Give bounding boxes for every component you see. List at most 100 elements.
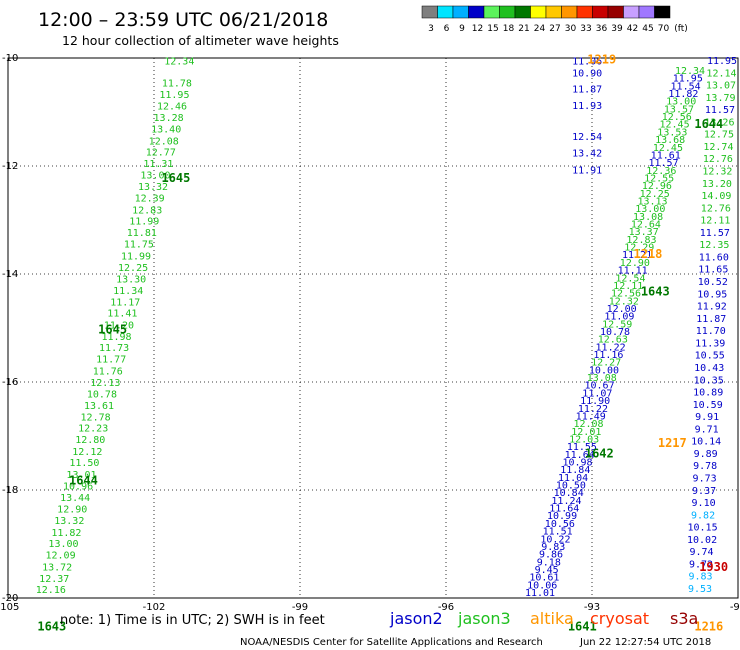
wave-height-value: 11.22 xyxy=(596,342,626,353)
pass-time-label: 1643 xyxy=(641,285,670,299)
color-swatch xyxy=(483,5,500,19)
wave-height-value: 13.08 xyxy=(587,373,617,384)
wave-height-value: 12.54 xyxy=(615,273,645,284)
x-tick-label: -99 xyxy=(292,602,308,613)
pass-time-label: 1219 xyxy=(587,52,616,66)
color-scale-label: 39 xyxy=(611,24,623,34)
wave-height-value: 11.73 xyxy=(99,343,129,354)
wave-height-value: 13.20 xyxy=(702,179,732,190)
wave-height-value: 10.35 xyxy=(694,375,724,386)
wave-height-value: 12.77 xyxy=(146,148,176,159)
wave-height-value: 9.82 xyxy=(691,510,715,521)
wave-height-value: 12.08 xyxy=(149,136,179,147)
wave-height-value: 13.57 xyxy=(664,104,694,115)
wave-height-value: 11.57 xyxy=(705,105,735,116)
wave-height-value: 12.12 xyxy=(72,447,102,458)
wave-height-value: 10.59 xyxy=(693,400,723,411)
wave-height-value: 11.22 xyxy=(578,404,608,415)
wave-height-value: 10.55 xyxy=(695,351,725,362)
color-scale-legend: 3 6 9 12 15 18 21 24 27 30 33 36 39 42 45 70 (ft) xyxy=(421,5,688,34)
wave-height-value: 12.75 xyxy=(704,130,734,141)
color-swatch xyxy=(468,5,485,19)
wave-height-value: 11.78 xyxy=(162,79,192,90)
color-swatch xyxy=(437,5,454,19)
wave-height-value: 12.14 xyxy=(706,68,736,79)
wave-height-value: 11.95 xyxy=(673,74,703,85)
wave-height-value: 11.16 xyxy=(593,350,623,361)
wave-height-value: 10.98 xyxy=(562,458,592,469)
wave-height-value: 11.24 xyxy=(551,496,581,507)
color-scale-label: 33 xyxy=(580,24,591,34)
wave-height-value: 11.57 xyxy=(648,158,678,169)
color-scale-label: 36 xyxy=(596,24,608,34)
chart-subtitle: 12 hour collection of altimeter wave hei… xyxy=(62,33,339,48)
wave-height-value: 12.23 xyxy=(78,424,108,435)
wave-height-value: 13.72 xyxy=(42,562,72,573)
wave-height-value: 12.56 xyxy=(662,112,692,123)
x-tick-label: -105 xyxy=(0,602,19,613)
wave-height-value: 12.64 xyxy=(631,220,661,231)
wave-height-value: 12.76 xyxy=(701,203,731,214)
wave-height-value: 10.99 xyxy=(547,511,577,522)
wave-height-value: 9.78 xyxy=(693,461,717,472)
wave-height-value: 11.21 xyxy=(622,250,652,261)
wave-height-value: 12.16 xyxy=(36,585,66,596)
wave-height-value: 9.89 xyxy=(694,449,718,460)
wave-height-value: 12.96 xyxy=(642,181,672,192)
wave-height-value: 9.71 xyxy=(695,424,719,435)
pass-time-label: 1644 xyxy=(694,117,723,131)
wave-height-value: 12.11 xyxy=(700,216,730,227)
wave-height-value: 12.54 xyxy=(572,132,602,143)
grid-lines xyxy=(8,58,738,598)
wave-height-value: 11.60 xyxy=(699,252,729,263)
wave-height-value: 13.32 xyxy=(54,516,84,527)
y-tick-label: -16 xyxy=(2,377,18,388)
wave-height-value: 11.55 xyxy=(567,442,597,453)
wave-height-value: 11.81 xyxy=(127,228,157,239)
wave-height-value: 11.09 xyxy=(604,312,634,323)
wave-height-value: 11.87 xyxy=(572,85,602,96)
x-tick-label: -90 xyxy=(730,602,740,613)
wave-height-value: 11.92 xyxy=(697,302,727,313)
color-scale-label: (ft) xyxy=(674,24,688,34)
wave-height-value: 12.27 xyxy=(591,358,621,369)
color-swatch xyxy=(638,5,655,19)
wave-height-value: 11.54 xyxy=(671,81,701,92)
satellite-legend-jason3: jason3 xyxy=(457,609,511,628)
wave-height-value: 11.82 xyxy=(51,528,81,539)
color-swatch xyxy=(607,5,624,19)
wave-height-value: 10.67 xyxy=(585,381,615,392)
wave-height-value: 13.07 xyxy=(706,81,736,92)
wave-height-value: 14.09 xyxy=(701,191,731,202)
wave-height-value: 11.70 xyxy=(696,326,726,337)
wave-height-value: 13.61 xyxy=(84,401,114,412)
wave-height-value: 12.63 xyxy=(598,335,628,346)
wave-height-value: 11.01 xyxy=(525,588,555,599)
wave-height-value: 9.83 xyxy=(541,542,565,553)
wave-height-value: 11.90 xyxy=(580,396,610,407)
wave-height-value: 13.40 xyxy=(151,125,181,136)
x-tick-label: -93 xyxy=(584,602,600,613)
wave-height-value: 11.95 xyxy=(159,90,189,101)
color-swatch xyxy=(530,5,547,19)
color-swatch xyxy=(592,5,609,19)
wave-height-value: 12.45 xyxy=(660,120,690,131)
wave-height-value: 11.64 xyxy=(549,504,579,515)
color-swatch xyxy=(654,5,671,19)
wave-height-value: 12.55 xyxy=(644,173,674,184)
wave-height-value: 13.08 xyxy=(633,212,663,223)
wave-height-value: 11.64 xyxy=(565,450,595,461)
footer-note: note: 1) Time is in UTC; 2) SWH is in fe… xyxy=(60,613,325,628)
wave-height-value: 13.00 xyxy=(635,204,665,215)
satellite-legend-cryosat: cryosat xyxy=(590,609,649,628)
wave-height-value: 12.11 xyxy=(613,281,643,292)
wave-height-value: 11.84 xyxy=(560,465,590,476)
color-swatch xyxy=(576,5,593,19)
credit-right: Jun 22 12:27:54 UTC 2018 xyxy=(579,637,711,648)
wave-height-value: 12.59 xyxy=(602,319,632,330)
wave-height-value: 9.73 xyxy=(693,473,717,484)
wave-height-value: 13.28 xyxy=(154,113,184,124)
wave-height-value: 11.41 xyxy=(107,309,137,320)
wave-height-value: 12.09 xyxy=(46,551,76,562)
wave-height-value: 13.79 xyxy=(705,93,735,104)
